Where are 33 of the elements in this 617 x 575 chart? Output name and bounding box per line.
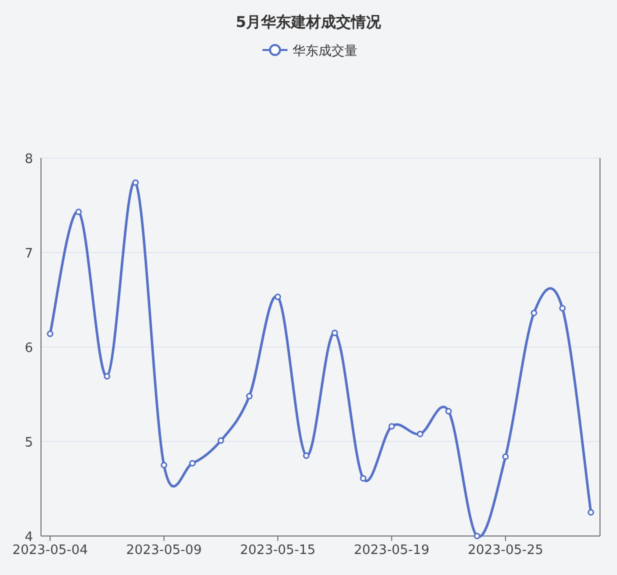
x-tick-label: 2023-05-04 [12,543,88,558]
chart-title: 5月华东建材成交情况 [236,13,382,31]
point [502,453,509,460]
line-series [46,179,594,540]
point [75,208,82,216]
point [189,460,196,466]
point [388,423,395,430]
point [474,532,480,540]
x-tick-label: 2023-05-09 [126,543,202,558]
point [160,462,168,468]
y-tick-label: 5 [24,436,33,450]
point [104,373,110,380]
y-tick-label: 7 [24,246,33,262]
point [246,392,253,400]
point [274,294,282,300]
point [132,179,139,186]
point [303,452,310,459]
x-tick-label: 2023-05-19 [354,543,430,558]
point [445,408,452,415]
point [588,509,594,516]
legend-label: 华东成交量 [292,43,358,59]
point [46,330,54,338]
y-tick-label: 8 [24,152,33,167]
x-tick-label: 2023-05-15 [240,543,316,558]
point [360,475,366,482]
y-tick-label: 4 [24,530,33,545]
point [530,310,538,316]
point [331,330,338,336]
point [416,430,424,438]
point [218,437,224,444]
x-tick-label: 2023-05-25 [468,543,544,558]
y-tick-label: 6 [24,341,33,356]
point [559,305,566,312]
